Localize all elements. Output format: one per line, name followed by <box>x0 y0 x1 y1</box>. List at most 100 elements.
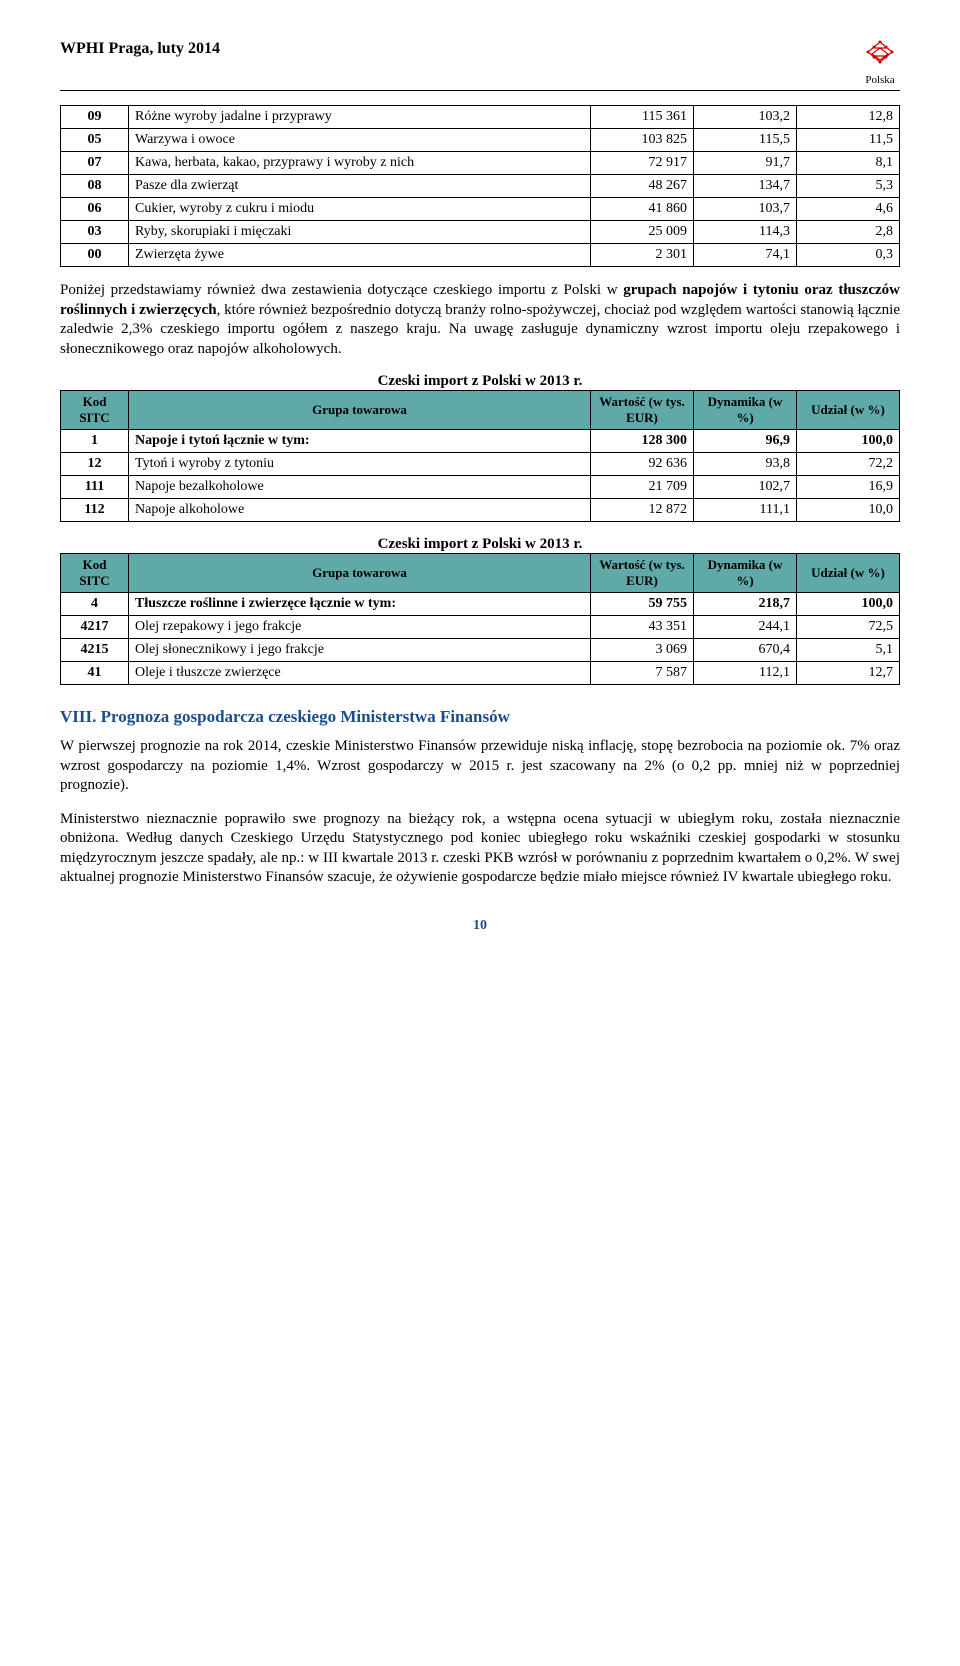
logo-text: Polska <box>865 74 894 86</box>
cell: 06 <box>61 198 129 221</box>
cell: 08 <box>61 175 129 198</box>
table-row: 05Warzywa i owoce103 825115,511,5 <box>61 129 900 152</box>
cell: 48 267 <box>591 175 694 198</box>
cell: 93,8 <box>694 453 797 476</box>
table-row: 00Zwierzęta żywe2 30174,10,3 <box>61 244 900 267</box>
page-header: WPHI Praga, luty 2014 Polska <box>60 40 900 91</box>
table3-title: Czeski import z Polski w 2013 r. <box>60 536 900 553</box>
cell: Oleje i tłuszcze zwierzęce <box>129 662 591 685</box>
table-row: 41Oleje i tłuszcze zwierzęce7 587112,112… <box>61 662 900 685</box>
cell: Warzywa i owoce <box>129 129 591 152</box>
cell: Różne wyroby jadalne i przyprawy <box>129 106 591 129</box>
cell: 4215 <box>61 639 129 662</box>
table-row: 08Pasze dla zwierząt48 267134,75,3 <box>61 175 900 198</box>
table-2: Kod SITC Grupa towarowa Wartość (w tys. … <box>60 390 900 522</box>
cell: 43 351 <box>591 616 694 639</box>
t3-h4: Dynamika (w %) <box>694 554 797 593</box>
table-1: 09Różne wyroby jadalne i przyprawy115 36… <box>60 105 900 267</box>
cell: 41 <box>61 662 129 685</box>
t3-h1: Kod SITC <box>61 554 129 593</box>
cell: 59 755 <box>591 593 694 616</box>
table-row: 1Napoje i tytoń łącznie w tym:128 30096,… <box>61 430 900 453</box>
t2-h1: Kod SITC <box>61 391 129 430</box>
cell: 111,1 <box>694 499 797 522</box>
cell: 41 860 <box>591 198 694 221</box>
cell: 72 917 <box>591 152 694 175</box>
cell: 103,2 <box>694 106 797 129</box>
table-3: Kod SITC Grupa towarowa Wartość (w tys. … <box>60 553 900 685</box>
cell: 4217 <box>61 616 129 639</box>
cell: Ryby, skorupiaki i mięczaki <box>129 221 591 244</box>
cell: 5,3 <box>797 175 900 198</box>
logo-icon <box>860 40 900 72</box>
table-row: 4Tłuszcze roślinne i zwierzęce łącznie w… <box>61 593 900 616</box>
cell: 21 709 <box>591 476 694 499</box>
cell: 134,7 <box>694 175 797 198</box>
cell: Napoje alkoholowe <box>129 499 591 522</box>
t2-h5: Udział (w %) <box>797 391 900 430</box>
cell: 00 <box>61 244 129 267</box>
cell: 12,7 <box>797 662 900 685</box>
cell: Napoje i tytoń łącznie w tym: <box>129 430 591 453</box>
cell: 09 <box>61 106 129 129</box>
cell: Napoje bezalkoholowe <box>129 476 591 499</box>
t3-h3: Wartość (w tys. EUR) <box>591 554 694 593</box>
table-row: 06Cukier, wyroby z cukru i miodu41 86010… <box>61 198 900 221</box>
paragraph-1: Poniżej przedstawiamy również dwa zestaw… <box>60 281 900 359</box>
section8-p1: W pierwszej prognozie na rok 2014, czesk… <box>60 737 900 796</box>
cell: 3 069 <box>591 639 694 662</box>
cell: 244,1 <box>694 616 797 639</box>
cell: 1 <box>61 430 129 453</box>
table-row: 4215Olej słonecznikowy i jego frakcje3 0… <box>61 639 900 662</box>
cell: 74,1 <box>694 244 797 267</box>
cell: 96,9 <box>694 430 797 453</box>
cell: Cukier, wyroby z cukru i miodu <box>129 198 591 221</box>
cell: Olej rzepakowy i jego frakcje <box>129 616 591 639</box>
cell: 05 <box>61 129 129 152</box>
cell: 12 872 <box>591 499 694 522</box>
cell: 92 636 <box>591 453 694 476</box>
cell: 11,5 <box>797 129 900 152</box>
cell: 25 009 <box>591 221 694 244</box>
cell: 111 <box>61 476 129 499</box>
cell: 72,5 <box>797 616 900 639</box>
table-row: 4217Olej rzepakowy i jego frakcje43 3512… <box>61 616 900 639</box>
t2-h2: Grupa towarowa <box>129 391 591 430</box>
cell: 10,0 <box>797 499 900 522</box>
cell: 2 301 <box>591 244 694 267</box>
cell: 07 <box>61 152 129 175</box>
section8-p2: Ministerstwo nieznacznie poprawiło swe p… <box>60 810 900 888</box>
cell: 12,8 <box>797 106 900 129</box>
cell: 112 <box>61 499 129 522</box>
cell: 03 <box>61 221 129 244</box>
cell: 4 <box>61 593 129 616</box>
cell: 670,4 <box>694 639 797 662</box>
cell: 100,0 <box>797 430 900 453</box>
cell: 100,0 <box>797 593 900 616</box>
cell: 72,2 <box>797 453 900 476</box>
para1-pre: Poniżej przedstawiamy również dwa zestaw… <box>60 282 623 298</box>
t2-h3: Wartość (w tys. EUR) <box>591 391 694 430</box>
cell: 2,8 <box>797 221 900 244</box>
polska-logo: Polska <box>860 40 900 86</box>
cell: Tytoń i wyroby z tytoniu <box>129 453 591 476</box>
cell: 7 587 <box>591 662 694 685</box>
cell: 16,9 <box>797 476 900 499</box>
cell: 91,7 <box>694 152 797 175</box>
table-row: 111Napoje bezalkoholowe21 709102,716,9 <box>61 476 900 499</box>
table-row: 12Tytoń i wyroby z tytoniu92 63693,872,2 <box>61 453 900 476</box>
header-title: WPHI Praga, luty 2014 <box>60 40 220 58</box>
table2-title: Czeski import z Polski w 2013 r. <box>60 373 900 390</box>
cell: Tłuszcze roślinne i zwierzęce łącznie w … <box>129 593 591 616</box>
cell: 115 361 <box>591 106 694 129</box>
t3-h2: Grupa towarowa <box>129 554 591 593</box>
section-8-heading: VIII. Prognoza gospodarcza czeskiego Min… <box>60 707 900 727</box>
cell: Zwierzęta żywe <box>129 244 591 267</box>
table-row: 09Różne wyroby jadalne i przyprawy115 36… <box>61 106 900 129</box>
cell: 5,1 <box>797 639 900 662</box>
cell: 114,3 <box>694 221 797 244</box>
cell: Olej słonecznikowy i jego frakcje <box>129 639 591 662</box>
cell: 218,7 <box>694 593 797 616</box>
cell: Pasze dla zwierząt <box>129 175 591 198</box>
cell: 12 <box>61 453 129 476</box>
